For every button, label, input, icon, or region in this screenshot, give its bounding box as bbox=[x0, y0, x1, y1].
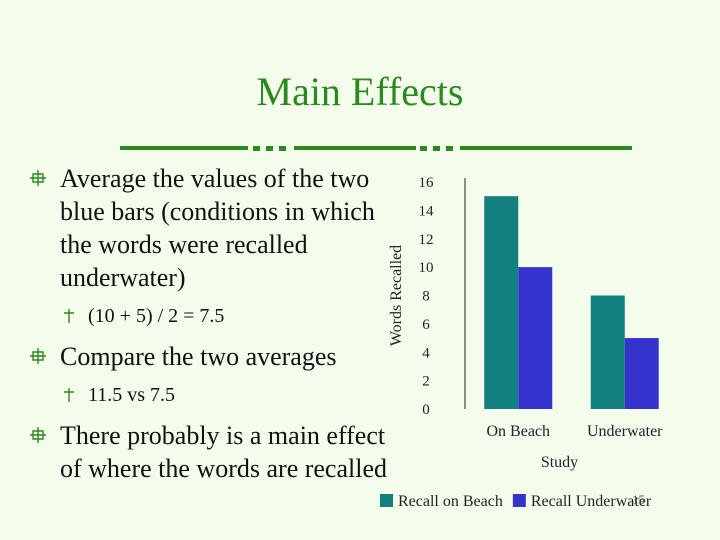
y-tick-label: 14 bbox=[419, 203, 435, 219]
sub-bullet-item: 11.5 vs 7.5 bbox=[30, 383, 390, 407]
sub-bullet-marker-icon bbox=[64, 309, 74, 323]
bullet-marker-icon bbox=[30, 427, 46, 443]
bullet-item: Compare the two averages bbox=[30, 340, 390, 373]
y-axis-label: Words Recalled bbox=[388, 245, 405, 346]
legend-swatch bbox=[380, 494, 393, 507]
legend-label: Recall on Beach bbox=[398, 493, 503, 510]
bar bbox=[518, 267, 553, 409]
legend-swatch bbox=[512, 494, 526, 507]
y-tick-label: 10 bbox=[419, 260, 434, 276]
x-tick-label: On Beach bbox=[486, 423, 550, 440]
y-tick-label: 2 bbox=[422, 374, 430, 390]
bar bbox=[590, 295, 625, 409]
bullet-text: Average the values of the two blue bars … bbox=[60, 164, 375, 292]
bullet-text: Compare the two averages bbox=[60, 342, 337, 371]
bullet-marker-icon bbox=[30, 170, 46, 186]
bullet-item: There probably is a main effect of where… bbox=[30, 419, 390, 485]
x-tick-label: Underwater bbox=[587, 423, 663, 440]
sub-bullet-marker-icon bbox=[64, 388, 74, 402]
page-number: 15 bbox=[632, 492, 645, 507]
y-tick-label: 0 bbox=[422, 402, 430, 418]
bullet-marker-icon bbox=[30, 348, 46, 364]
x-axis-label: Study bbox=[541, 454, 578, 471]
bullet-item: Average the values of the two blue bars … bbox=[30, 162, 390, 294]
bullet-list: Average the values of the two blue bars … bbox=[30, 162, 390, 485]
bullet-text: There probably is a main effect of where… bbox=[60, 421, 387, 483]
slide-title: Main Effects bbox=[256, 69, 464, 114]
y-tick-label: 4 bbox=[422, 345, 430, 361]
y-tick-label: 8 bbox=[422, 289, 430, 305]
bar bbox=[624, 338, 659, 409]
y-tick-label: 12 bbox=[419, 232, 434, 248]
sub-bullet-text: (10 + 5) / 2 = 7.5 bbox=[88, 305, 225, 327]
bar-chart: 0 2 4 6 8 10 12 14 16 Words Recalled On Beach Under… bbox=[380, 175, 663, 510]
y-tick-label: 16 bbox=[419, 175, 435, 191]
bar bbox=[484, 196, 519, 409]
sub-bullet-item: (10 + 5) / 2 = 7.5 bbox=[30, 304, 390, 328]
y-tick-label: 6 bbox=[422, 317, 430, 333]
title-divider bbox=[120, 146, 632, 151]
legend-label: Recall Underwater bbox=[531, 493, 652, 510]
sub-bullet-text: 11.5 vs 7.5 bbox=[88, 384, 176, 406]
